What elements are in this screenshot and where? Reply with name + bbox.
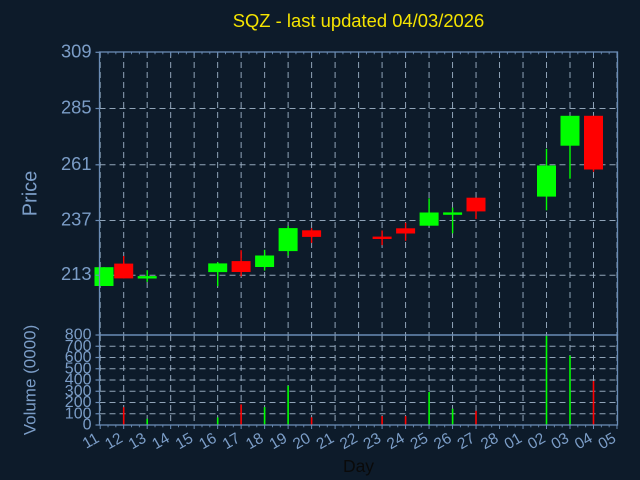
svg-text:237: 237	[61, 209, 92, 230]
svg-text:SQZ - last updated 04/03/2026: SQZ - last updated 04/03/2026	[233, 10, 485, 31]
svg-text:285: 285	[61, 97, 92, 118]
svg-text:Day: Day	[343, 456, 374, 476]
svg-text:800: 800	[65, 327, 92, 344]
svg-text:261: 261	[61, 153, 92, 174]
svg-text:213: 213	[61, 263, 92, 284]
svg-text:309: 309	[61, 40, 92, 61]
svg-text:Price: Price	[20, 171, 42, 217]
svg-text:Volume (0000): Volume (0000)	[21, 325, 40, 436]
